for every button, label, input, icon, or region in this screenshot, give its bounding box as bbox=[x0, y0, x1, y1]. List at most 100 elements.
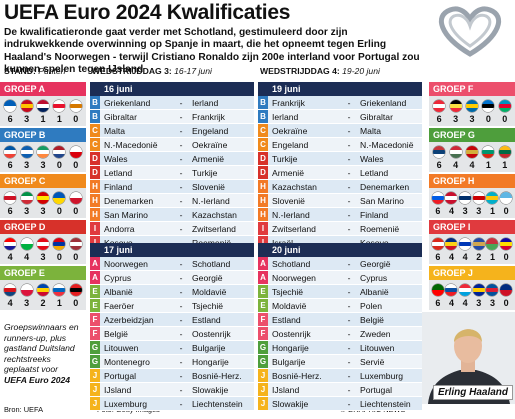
flag bbox=[36, 146, 49, 158]
group-letter: H bbox=[90, 194, 100, 207]
points: 0 bbox=[73, 206, 79, 216]
away-team: Bosnië-Herz. bbox=[192, 370, 242, 381]
group-letter: D bbox=[258, 166, 268, 179]
flag bbox=[69, 284, 82, 296]
home-team: Moldavië bbox=[272, 300, 307, 311]
home-team: Ierland bbox=[272, 111, 299, 122]
match-row: D Wales - Armenië bbox=[90, 152, 254, 166]
home-team: Faeröer bbox=[104, 300, 135, 311]
stand-label: STAND: bbox=[4, 66, 36, 76]
match-row: J IJsland - Portugal bbox=[258, 383, 422, 397]
home-team: Griekenland bbox=[104, 97, 151, 108]
separator: - bbox=[179, 97, 183, 108]
group-letter: F bbox=[258, 327, 268, 340]
separator: - bbox=[347, 314, 351, 325]
match-row: I Andorra - Zwitserland bbox=[90, 222, 254, 236]
home-team: Hongarije bbox=[272, 342, 309, 353]
group-letter: E bbox=[90, 299, 100, 312]
home-team: Cyprus bbox=[104, 272, 132, 283]
home-team: Turkije bbox=[272, 153, 298, 164]
match-row: B Griekenland - Ierland bbox=[90, 96, 254, 110]
away-team: Kosovo bbox=[354, 238, 422, 248]
home-team: Engeland bbox=[272, 139, 309, 150]
points: 0 bbox=[56, 160, 62, 170]
flag bbox=[445, 238, 458, 250]
separator: - bbox=[347, 300, 351, 311]
separator: - bbox=[347, 209, 351, 220]
away-team: Servië bbox=[360, 356, 385, 367]
points: 3 bbox=[40, 252, 46, 262]
home-team: Oekraïne bbox=[272, 125, 308, 136]
flag bbox=[431, 192, 444, 204]
points: 2 bbox=[40, 298, 46, 308]
away-team: Turkije bbox=[192, 167, 218, 178]
match-row: J Bosnië-Herz. - Luxemburg bbox=[258, 369, 422, 383]
match-row: H San Marino - Kazachstan bbox=[90, 208, 254, 222]
away-team: Roemenië bbox=[186, 238, 254, 248]
flag bbox=[482, 146, 495, 158]
match-row: F Oostenrijk - Zweden bbox=[258, 327, 422, 341]
home-team: Kazachstan bbox=[272, 181, 317, 192]
points: 0 bbox=[485, 114, 491, 124]
away-team: Georgië bbox=[360, 258, 391, 269]
match-row: D Turkije - Wales bbox=[258, 152, 422, 166]
flag bbox=[472, 192, 485, 204]
away-team: Hongarije bbox=[192, 356, 229, 367]
points: 1 bbox=[40, 114, 46, 124]
home-team: Albanië bbox=[104, 286, 133, 297]
group-letter: B bbox=[90, 110, 100, 123]
group-letter: E bbox=[90, 285, 100, 298]
home-team: Tsjechië bbox=[272, 286, 304, 297]
points: 3 bbox=[462, 206, 468, 216]
flag bbox=[4, 192, 17, 204]
flag bbox=[53, 192, 66, 204]
match-row: E Tsjechië - Albanië bbox=[258, 285, 422, 299]
flag bbox=[20, 238, 33, 250]
separator: - bbox=[347, 272, 351, 283]
match-row: J Slowakije - Liechtenstein bbox=[258, 397, 422, 411]
flag bbox=[482, 100, 495, 112]
flag-row bbox=[429, 142, 515, 158]
flag bbox=[36, 284, 49, 296]
group-letter: H bbox=[90, 180, 100, 193]
separator: - bbox=[347, 342, 351, 353]
separator: - bbox=[179, 384, 183, 395]
day-header: 17 juni bbox=[90, 243, 254, 257]
points: 4 bbox=[7, 252, 13, 262]
points: 3 bbox=[24, 298, 30, 308]
away-team: Cyprus bbox=[360, 272, 388, 283]
match-row: H N.-Ierland - Finland bbox=[258, 208, 422, 222]
flag bbox=[498, 100, 511, 112]
separator: - bbox=[347, 139, 351, 150]
separator: - bbox=[179, 314, 183, 325]
flag bbox=[472, 238, 485, 250]
match-row: C N.-Macedonië - Oekraïne bbox=[90, 138, 254, 152]
away-team: Estland bbox=[192, 314, 221, 325]
separator: - bbox=[179, 356, 183, 367]
points: 4 bbox=[462, 252, 468, 262]
group-letter: I bbox=[90, 236, 100, 249]
home-team: Montenegro bbox=[104, 356, 150, 367]
title: UEFA Euro 2024 Kwalificaties bbox=[4, 1, 291, 24]
flag bbox=[498, 146, 511, 158]
match-row: C Malta - Engeland bbox=[90, 124, 254, 138]
away-team: Oekraïne bbox=[192, 139, 228, 150]
day-block: 19 juni B Frankrijk - Griekenland B Ierland - Gi… bbox=[258, 82, 422, 250]
group-header: GROEP I bbox=[429, 220, 515, 234]
home-team: Litouwen bbox=[104, 342, 139, 353]
flag bbox=[4, 284, 17, 296]
flag-row bbox=[0, 96, 86, 112]
away-team: Zweden bbox=[360, 328, 391, 339]
away-team: Letland bbox=[360, 167, 389, 178]
separator: - bbox=[347, 125, 351, 136]
